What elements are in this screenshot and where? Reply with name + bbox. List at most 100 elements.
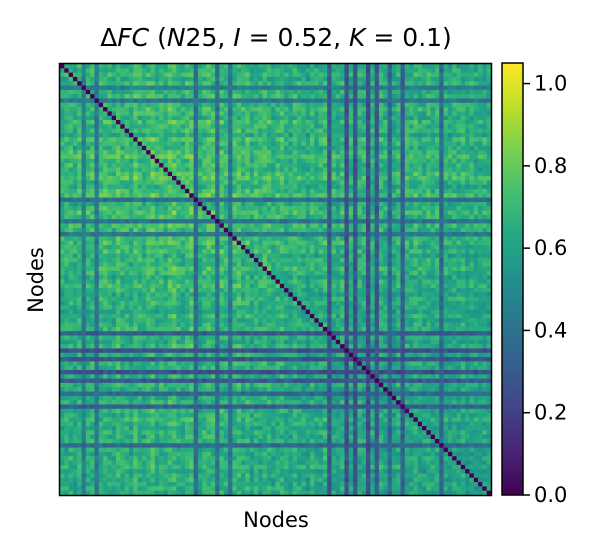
heatmap-cell <box>305 81 311 86</box>
heatmap-cell <box>184 154 190 160</box>
heatmap-cell <box>77 72 82 78</box>
heatmap-cell <box>146 124 151 130</box>
heatmap-cell <box>124 72 130 78</box>
heatmap-cell <box>447 167 453 173</box>
heatmap-cell <box>137 236 143 242</box>
heatmap-cell <box>68 236 74 242</box>
heatmap-cell <box>314 219 319 224</box>
heatmap-cell <box>176 154 182 160</box>
heatmap-cell <box>236 68 242 74</box>
heatmap-cell <box>340 262 345 267</box>
heatmap-cell <box>353 206 358 211</box>
heatmap-cell <box>383 232 388 237</box>
heatmap-cell <box>184 206 190 211</box>
heatmap-cell <box>146 154 151 160</box>
heatmap-cell <box>297 98 302 104</box>
heatmap-cell <box>447 240 453 246</box>
heatmap-cell <box>275 232 281 237</box>
heatmap-cell <box>452 253 457 259</box>
heatmap-cell <box>245 163 251 168</box>
heatmap-cell <box>197 85 203 91</box>
heatmap-cell <box>460 257 466 263</box>
heatmap-cell <box>391 176 397 181</box>
heatmap-cell <box>378 253 384 259</box>
heatmap-cell <box>107 206 113 211</box>
heatmap-cell <box>335 197 341 203</box>
heatmap-cell <box>443 249 449 255</box>
heatmap-cell <box>253 223 259 229</box>
heatmap-cell <box>413 245 419 250</box>
heatmap-cell <box>64 223 70 229</box>
heatmap-cell <box>197 245 203 250</box>
heatmap-cell <box>353 193 358 199</box>
heatmap-cell <box>443 145 449 151</box>
heatmap-cell <box>314 227 319 233</box>
heatmap-cell <box>206 128 212 134</box>
heatmap-cell <box>378 98 384 104</box>
heatmap-cell <box>236 98 242 104</box>
heatmap-cell <box>469 232 475 237</box>
heatmap-cell <box>111 245 117 250</box>
heatmap-cell <box>469 128 475 134</box>
heatmap-cell <box>456 206 462 211</box>
heatmap-cell <box>340 184 345 190</box>
heatmap-cell <box>370 253 376 259</box>
heatmap-cell <box>262 227 268 233</box>
heatmap-cell <box>172 227 177 233</box>
heatmap-cell <box>378 167 384 173</box>
heatmap-cell <box>314 98 319 104</box>
heatmap-cell <box>150 270 156 276</box>
heatmap-cell <box>197 197 203 203</box>
heatmap-cell <box>154 245 160 250</box>
heatmap-cell <box>305 154 311 160</box>
heatmap-cell <box>141 249 147 255</box>
heatmap-cell <box>197 150 203 155</box>
heatmap-cell <box>167 145 173 151</box>
heatmap-cell <box>422 89 427 95</box>
heatmap-cell <box>383 201 388 207</box>
heatmap-cell <box>219 163 225 168</box>
heatmap-cell <box>146 270 151 276</box>
heatmap-cell <box>396 201 401 207</box>
heatmap-cell <box>391 64 397 69</box>
heatmap-cell <box>128 210 134 216</box>
heatmap-cell <box>64 154 70 160</box>
heatmap-cell <box>107 188 113 194</box>
heatmap-cell <box>426 150 432 155</box>
heatmap-cell <box>357 206 363 211</box>
heatmap-cell <box>366 197 371 203</box>
heatmap-cell <box>301 232 307 237</box>
heatmap-cell <box>335 249 341 255</box>
heatmap-cell <box>284 111 289 117</box>
heatmap-cell <box>154 206 160 211</box>
heatmap-cell <box>90 128 95 134</box>
heatmap-cell <box>486 236 492 242</box>
heatmap-cell <box>262 98 268 104</box>
heatmap-cell <box>245 141 251 147</box>
heatmap-cell <box>465 214 470 220</box>
heatmap-cell <box>357 115 363 121</box>
heatmap-cell <box>357 64 363 69</box>
heatmap-cell <box>374 270 380 276</box>
heatmap-cell <box>68 163 74 168</box>
heatmap-cell <box>335 245 341 250</box>
heatmap-cell <box>193 223 199 229</box>
heatmap-cell <box>469 111 475 117</box>
heatmap-cell <box>452 107 457 112</box>
heatmap-cell <box>85 206 91 211</box>
heatmap-cell <box>146 102 151 108</box>
heatmap-cell <box>292 193 298 199</box>
heatmap-cell <box>228 107 233 112</box>
heatmap-cell <box>413 227 419 233</box>
heatmap-cell <box>163 115 169 121</box>
heatmap-cell <box>236 72 242 78</box>
heatmap-cell <box>249 206 255 211</box>
heatmap-cell <box>68 206 74 211</box>
heatmap-cell <box>460 236 466 242</box>
heatmap-cell <box>159 262 164 267</box>
heatmap-cell <box>128 85 134 91</box>
heatmap-cell <box>400 107 406 112</box>
heatmap-cell <box>197 64 203 69</box>
heatmap-cell <box>167 266 173 272</box>
heatmap-cell <box>391 150 397 155</box>
